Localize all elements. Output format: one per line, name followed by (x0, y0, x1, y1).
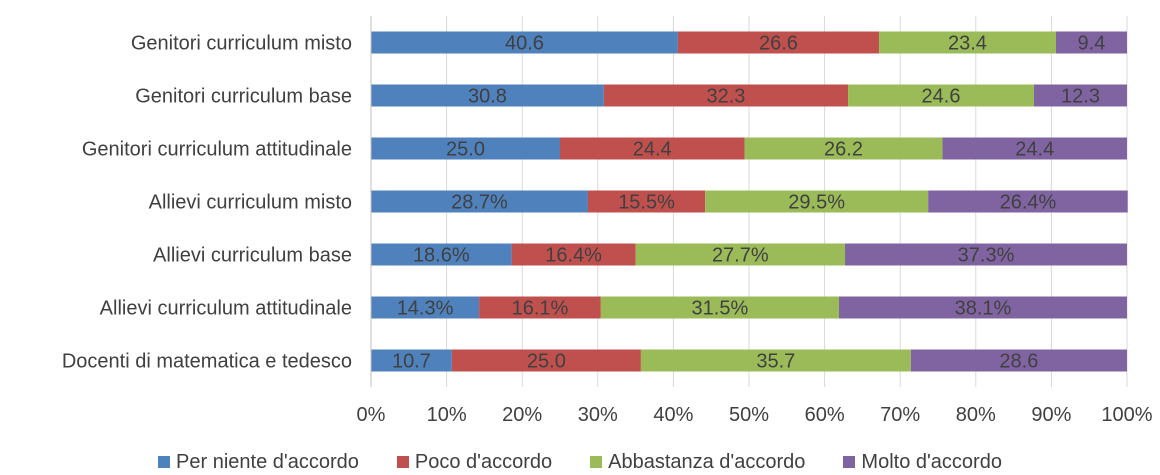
data-label: 16.4% (545, 245, 602, 267)
bar-segment (371, 84, 604, 107)
bar-segment (479, 296, 601, 319)
category-label: Docenti di matematica e tedesco (62, 351, 352, 373)
data-label: 25.0 (446, 139, 485, 161)
x-tick-label: 100% (1101, 404, 1152, 426)
legend-label: Poco d'accordo (414, 450, 553, 473)
data-label: 27.7% (712, 245, 769, 267)
data-label: 31.5% (692, 298, 749, 320)
data-label: 26.6 (759, 33, 798, 55)
legend-swatch (158, 456, 171, 468)
x-tick-label: 10% (427, 404, 467, 426)
x-tick-label: 50% (729, 404, 769, 426)
legend-swatch (396, 456, 409, 468)
bar-segment (511, 243, 636, 266)
legend-label: Molto d'accordo (861, 450, 1002, 473)
data-label: 26.2 (824, 139, 863, 161)
data-label: 24.4 (633, 139, 672, 161)
bar-segment (587, 190, 706, 213)
bar-segment (879, 31, 1056, 54)
chart-plot: 40.6 26.6 23.4 9.4 Genitori curriculum misto… (62, 16, 1153, 426)
category-label: Genitori curriculum attitudinale (82, 139, 352, 161)
chart-legend: Per niente d'accordo Poco d'accordo Abbast… (0, 450, 1160, 474)
legend-swatch (843, 456, 856, 468)
bar-segment (1055, 31, 1127, 54)
data-label: 40.6 (505, 33, 544, 55)
legend-item: Per niente d'accordo (158, 451, 359, 474)
data-label: 38.1% (955, 298, 1012, 320)
legend-label: Per niente d'accordo (176, 450, 359, 473)
bar-segment (371, 137, 560, 160)
data-label: 12.3 (1061, 86, 1100, 108)
category-label: Allievi curriculum attitudinale (100, 298, 352, 320)
x-tick-label: 60% (805, 404, 845, 426)
bar-segment (451, 349, 641, 372)
legend-label: Abbastanza d'accordo (608, 450, 806, 473)
bar-segment (640, 349, 911, 372)
category-label: Allievi curriculum misto (149, 192, 352, 214)
bar-segment (845, 243, 1127, 266)
bar-segment (371, 296, 480, 319)
data-label: 28.7% (451, 192, 508, 214)
data-label: 29.5% (788, 192, 845, 214)
bar-segment (603, 84, 849, 107)
bar-segment (744, 137, 943, 160)
x-tick-label: 30% (578, 404, 618, 426)
bar-segment (371, 243, 512, 266)
data-label: 24.4 (1015, 139, 1054, 161)
bar-segment (677, 31, 880, 54)
data-label: 24.6 (922, 86, 961, 108)
x-tick-label: 0% (357, 404, 386, 426)
legend-item: Molto d'accordo (843, 451, 1002, 474)
data-label: 28.6 (999, 351, 1038, 373)
data-label: 30.8 (468, 86, 507, 108)
bar-segment (942, 137, 1127, 160)
legend-item: Poco d'accordo (396, 450, 553, 474)
bar-segment (371, 190, 588, 213)
data-label: 10.7 (392, 351, 431, 373)
data-label: 15.5% (618, 192, 675, 214)
data-label: 26.4% (1000, 192, 1057, 214)
data-label: 35.7 (756, 351, 795, 373)
x-tick-label: 90% (1031, 404, 1071, 426)
bar-segment (705, 190, 929, 213)
category-label: Genitori curriculum misto (131, 33, 352, 55)
data-label: 37.3% (958, 245, 1015, 267)
bar-segment (600, 296, 839, 319)
data-label: 9.4 (1078, 33, 1106, 55)
data-label: 23.4 (948, 33, 987, 55)
x-tick-label: 20% (502, 404, 542, 426)
bar-segment (371, 31, 678, 54)
category-label: Genitori curriculum base (135, 86, 352, 108)
bar-segment (1034, 84, 1127, 107)
data-label: 18.6% (413, 245, 470, 267)
bar-segment (560, 137, 745, 160)
x-tick-label: 80% (956, 404, 996, 426)
bar-segment (848, 84, 1035, 107)
x-tick-label: 70% (880, 404, 920, 426)
legend-swatch (590, 456, 603, 468)
data-label: 32.3 (706, 86, 745, 108)
data-label: 25.0 (527, 351, 566, 373)
bar-segment (371, 349, 452, 372)
category-label: Allievi curriculum base (153, 245, 352, 267)
bar-segment (838, 296, 1127, 319)
data-label: 16.1% (512, 298, 569, 320)
bar-segment (635, 243, 846, 266)
data-label: 14.3% (397, 298, 454, 320)
bar-segment (928, 190, 1128, 213)
bar-segment (910, 349, 1127, 372)
x-tick-label: 40% (653, 404, 693, 426)
legend-item: Abbastanza d'accordo (590, 451, 805, 474)
